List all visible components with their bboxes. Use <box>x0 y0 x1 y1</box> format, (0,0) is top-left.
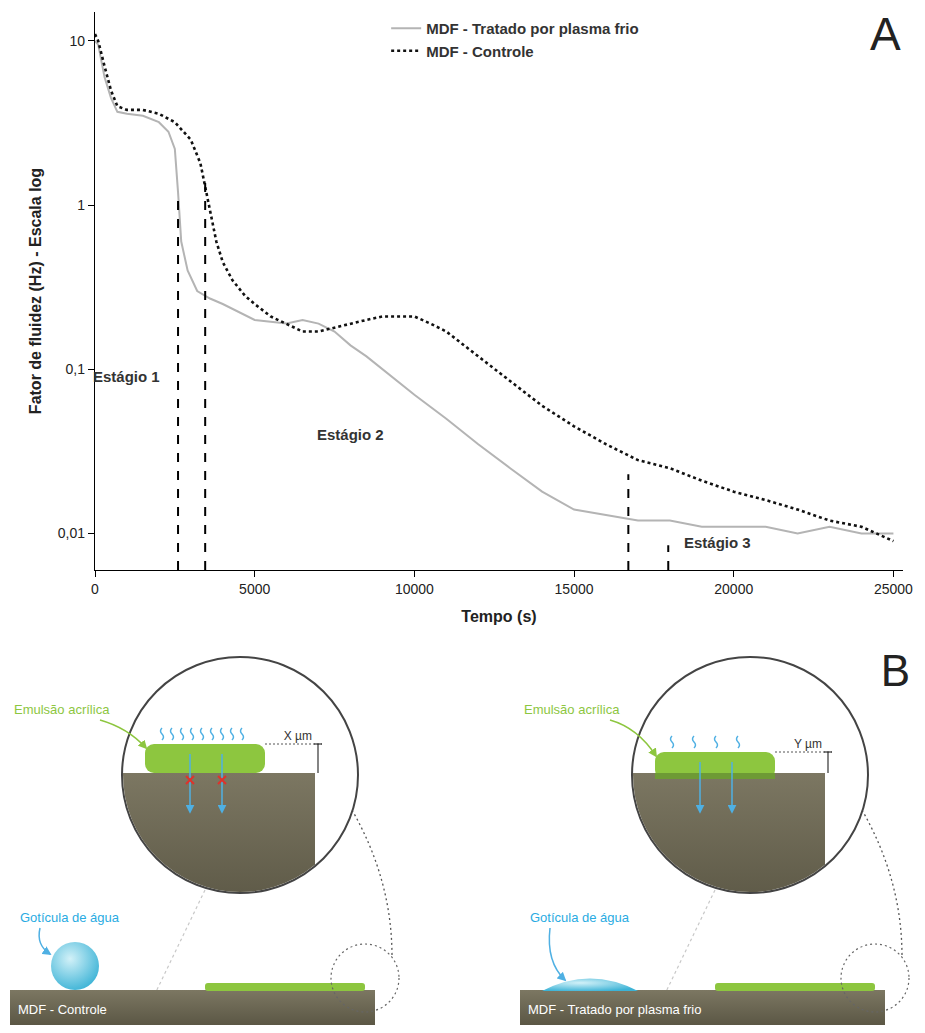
svg-text:MDF - Tratado por plasma frio: MDF - Tratado por plasma frio <box>426 20 639 37</box>
svg-text:MDF - Controle: MDF - Controle <box>18 1002 107 1017</box>
svg-text:25000: 25000 <box>874 581 913 597</box>
svg-text:0: 0 <box>91 581 99 597</box>
svg-text:5000: 5000 <box>239 581 270 597</box>
svg-text:MDF - Tratado por plasma frio: MDF - Tratado por plasma frio <box>528 1002 701 1017</box>
svg-text:Tempo (s): Tempo (s) <box>461 608 536 625</box>
svg-text:Fator de fluidez (Hz) - Escala: Fator de fluidez (Hz) - Escala log <box>27 168 44 414</box>
svg-text:Y µm: Y µm <box>794 737 822 751</box>
svg-text:20000: 20000 <box>714 581 753 597</box>
svg-text:Gotícula de água: Gotícula de água <box>20 910 120 925</box>
svg-text:Emulsão acrílica: Emulsão acrílica <box>14 702 110 717</box>
svg-text:MDF - Controle: MDF - Controle <box>426 43 533 60</box>
svg-text:15000: 15000 <box>555 581 594 597</box>
svg-text:10000: 10000 <box>395 581 434 597</box>
svg-text:A: A <box>870 8 901 60</box>
svg-text:Estágio 2: Estágio 2 <box>317 426 384 443</box>
svg-text:1: 1 <box>77 197 85 213</box>
svg-text:X µm: X µm <box>284 729 312 743</box>
svg-text:0,1: 0,1 <box>66 361 86 377</box>
svg-text:B: B <box>881 646 910 695</box>
svg-text:0,01: 0,01 <box>58 525 85 541</box>
svg-text:Gotícula de água: Gotícula de água <box>530 910 630 925</box>
svg-text:Estágio 1: Estágio 1 <box>93 368 160 385</box>
svg-text:Emulsão acrílica: Emulsão acrílica <box>524 702 620 717</box>
svg-text:10: 10 <box>69 33 85 49</box>
svg-text:Estágio 3: Estágio 3 <box>684 534 751 551</box>
